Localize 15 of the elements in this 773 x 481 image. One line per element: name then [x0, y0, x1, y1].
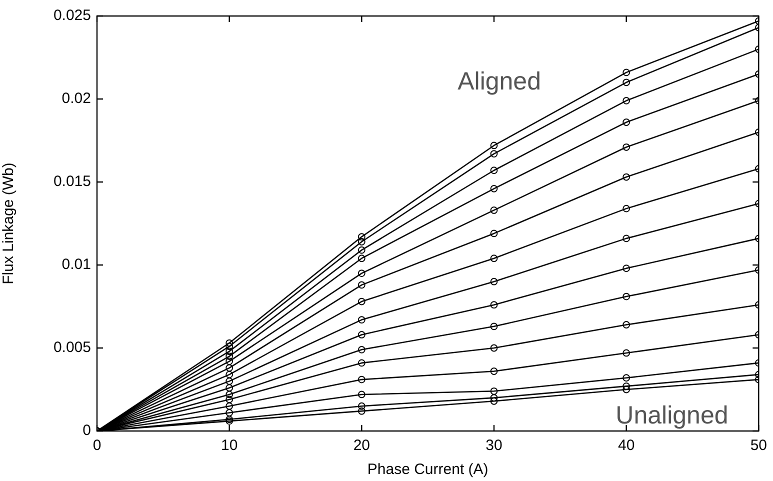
- y-tick-label: 0.025: [53, 7, 91, 24]
- y-tick-label: 0.02: [62, 90, 91, 108]
- annotation: Unaligned: [616, 401, 728, 430]
- y-tick-label: 0.01: [62, 256, 91, 274]
- x-tick-label: 20: [353, 437, 370, 454]
- y-axis-title: Flux Linkage (Wb): [0, 162, 18, 284]
- y-tick-label: 0.005: [53, 339, 91, 356]
- x-tick-label: 30: [486, 437, 502, 454]
- y-tick-label: 0.015: [53, 173, 91, 190]
- x-tick-label: 50: [750, 437, 767, 454]
- x-axis-title: Phase Current (A): [367, 461, 488, 478]
- x-tick-label: 40: [618, 437, 635, 454]
- annotation: Aligned: [458, 67, 541, 96]
- x-tick-label: 10: [220, 437, 238, 454]
- y-tick-label: 0: [82, 422, 91, 440]
